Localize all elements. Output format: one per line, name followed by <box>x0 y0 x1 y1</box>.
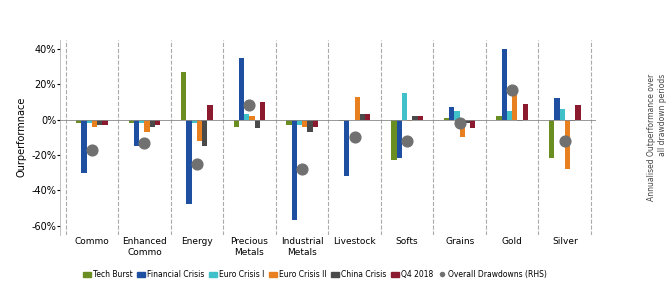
Bar <box>417 116 423 120</box>
Point <box>507 87 518 92</box>
Y-axis label: Ourperformnace: Ourperformnace <box>17 97 27 178</box>
Point <box>139 140 149 145</box>
Bar <box>297 120 302 125</box>
Legend: Tech Burst, Financial Crisis, Euro Crisis I, Euro Crisis II, China Crisis, Q4 20: Tech Burst, Financial Crisis, Euro Crisi… <box>80 267 550 282</box>
Bar <box>507 111 513 120</box>
Bar <box>97 120 103 125</box>
Bar <box>344 120 349 176</box>
Bar <box>139 120 144 123</box>
Bar <box>134 120 139 146</box>
Bar <box>81 120 86 173</box>
Bar <box>402 93 407 120</box>
Bar <box>239 58 245 120</box>
Bar <box>513 86 517 120</box>
Text: Figure 1: Performance in periods of equity drawdowns: Figure 1: Performance in periods of equi… <box>121 10 549 24</box>
Bar <box>249 116 255 120</box>
Bar <box>202 120 208 146</box>
Bar <box>181 72 186 120</box>
Point <box>86 147 97 152</box>
Bar <box>286 120 291 125</box>
Bar <box>291 120 297 221</box>
Point <box>192 162 202 166</box>
Bar <box>260 102 265 120</box>
Bar <box>565 120 570 169</box>
Bar <box>155 120 160 125</box>
Bar <box>86 120 92 123</box>
Bar <box>549 120 554 158</box>
Bar <box>92 120 97 127</box>
Point <box>297 167 308 171</box>
Bar <box>412 116 417 120</box>
Bar <box>502 49 507 120</box>
Bar <box>365 114 371 120</box>
Bar <box>149 120 155 127</box>
Bar <box>144 120 149 132</box>
Bar <box>245 114 249 120</box>
Bar <box>554 98 559 120</box>
Bar <box>465 120 470 123</box>
Bar <box>192 120 197 123</box>
Bar <box>559 109 565 120</box>
Bar <box>302 120 308 127</box>
Bar <box>339 120 344 121</box>
Bar <box>470 120 476 128</box>
Bar <box>312 120 318 127</box>
Bar <box>360 114 365 120</box>
Bar <box>576 106 580 120</box>
Bar <box>186 120 192 204</box>
Point <box>349 135 360 140</box>
Bar <box>407 120 412 121</box>
Bar <box>76 120 81 123</box>
Point <box>454 121 465 126</box>
Bar <box>397 120 402 158</box>
Bar <box>255 120 260 128</box>
Bar <box>234 120 239 127</box>
Text: Annualised Outperformance over
all drawdown periods: Annualised Outperformance over all drawd… <box>647 74 667 201</box>
Bar <box>517 120 523 121</box>
Bar <box>308 120 312 132</box>
Bar <box>454 111 460 120</box>
Point <box>402 138 413 143</box>
Bar <box>208 106 212 120</box>
Bar <box>460 120 465 137</box>
Bar <box>391 120 397 160</box>
Bar <box>570 120 576 121</box>
Bar <box>449 107 454 120</box>
Bar <box>103 120 108 125</box>
Bar <box>496 116 502 120</box>
Point <box>559 138 570 143</box>
Point <box>244 103 255 108</box>
Bar <box>354 97 360 120</box>
Bar <box>129 120 134 123</box>
Bar <box>444 118 449 120</box>
Bar <box>197 120 202 141</box>
Bar <box>523 104 528 120</box>
